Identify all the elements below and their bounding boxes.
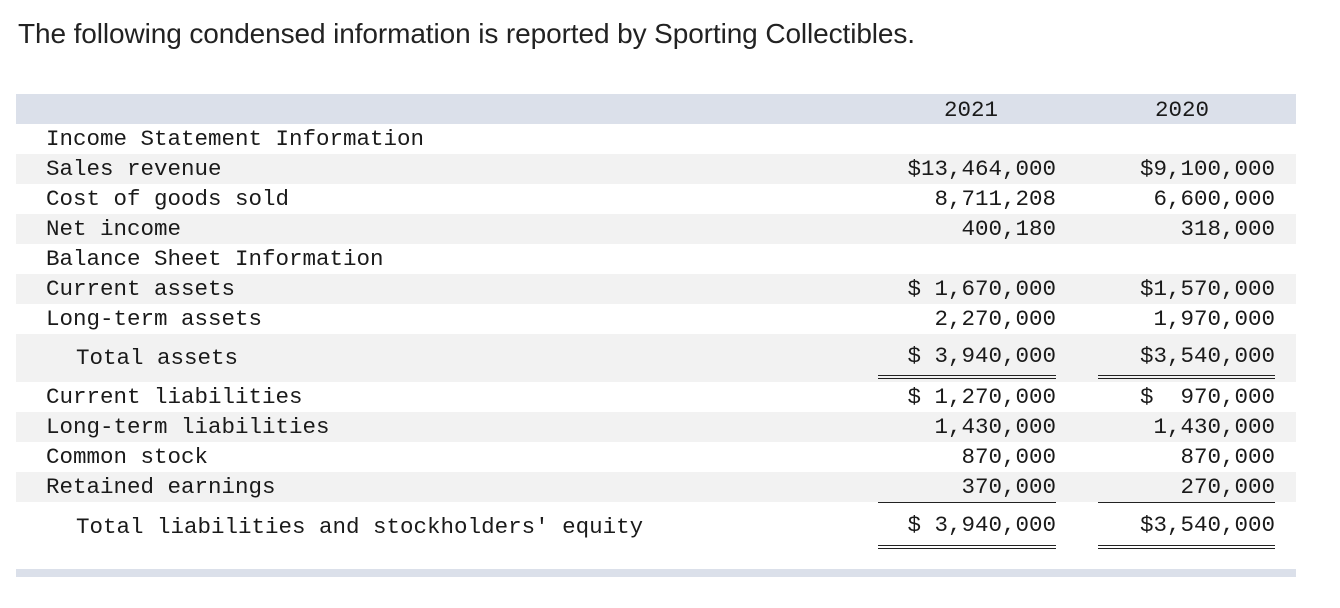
value-2020: 1,970,000 [1098, 304, 1275, 335]
row-label: Total assets [76, 345, 239, 371]
value-2021: 1,430,000 [934, 414, 1056, 440]
question-intro-text: The following condensed information is r… [18, 18, 915, 49]
row-label: Balance Sheet Information [46, 246, 384, 272]
table-row-total-assets: Total assets $ 3,940,000 $3,540,000 [16, 334, 1296, 382]
row-label: Sales revenue [46, 156, 222, 182]
table-row-net-income: Net income 400,180 318,000 [16, 214, 1296, 244]
value-2021: $13,464,000 [907, 156, 1056, 182]
row-label: Long-term assets [46, 306, 263, 332]
row-label: Total liabilities and stockholders' equi… [76, 514, 644, 540]
table-row-common-stock: Common stock 870,000 870,000 [16, 442, 1296, 472]
value-2021: 870,000 [961, 444, 1056, 470]
value-2020: $1,570,000 [1139, 276, 1275, 302]
value-2020: 318,000 [1180, 216, 1275, 242]
value-2020: 870,000 [1180, 444, 1275, 470]
value-2020: 270,000 [1098, 472, 1275, 503]
table-row-long-term-liabilities: Long-term liabilities 1,430,000 1,430,00… [16, 412, 1296, 442]
value-2021: 400,180 [961, 216, 1056, 242]
value-2020: 6,600,000 [1153, 186, 1275, 212]
section-heading-balance-sheet: Balance Sheet Information [16, 244, 1296, 274]
value-2020: $9,100,000 [1139, 156, 1275, 182]
value-2021: $ 3,940,000 [878, 505, 1056, 549]
value-2021: $ 1,670,000 [907, 276, 1056, 302]
table-row-current-liabilities: Current liabilities $ 1,270,000 $ 970,00… [16, 382, 1296, 412]
financial-data-table: 2021 2020 Income Statement Information S… [16, 94, 1296, 552]
row-label: Cost of goods sold [46, 186, 290, 212]
column-header-2021: 2021 [944, 97, 999, 123]
column-header-2020: 2020 [1155, 97, 1210, 123]
row-label: Income Statement Information [46, 126, 425, 152]
row-label: Long-term liabilities [46, 414, 330, 440]
value-2021: 8,711,208 [934, 186, 1056, 212]
value-2020: $ 970,000 [1139, 384, 1275, 410]
table-header: 2021 2020 [16, 94, 1296, 124]
table-footer-bar [16, 569, 1296, 577]
row-label: Common stock [46, 444, 209, 470]
section-heading-income-statement: Income Statement Information [16, 124, 1296, 154]
value-2020: $3,540,000 [1098, 505, 1275, 549]
row-label: Current liabilities [46, 384, 303, 410]
table-row-retained-earnings: Retained earnings 370,000 270,000 [16, 472, 1296, 503]
row-label: Retained earnings [46, 474, 276, 500]
table-row-sales-revenue: Sales revenue $13,464,000 $9,100,000 [16, 154, 1296, 184]
row-label: Net income [46, 216, 182, 242]
value-2021: $ 3,940,000 [878, 337, 1056, 379]
table-row-long-term-assets: Long-term assets 2,270,000 1,970,000 [16, 304, 1296, 335]
value-2020: 1,430,000 [1153, 414, 1275, 440]
value-2021: $ 1,270,000 [907, 384, 1056, 410]
table-row-current-assets: Current assets $ 1,670,000 $1,570,000 [16, 274, 1296, 304]
table-row-total-liabilities-equity: Total liabilities and stockholders' equi… [16, 502, 1296, 552]
value-2021: 2,270,000 [878, 304, 1056, 335]
value-2020: $3,540,000 [1098, 337, 1275, 379]
table-row-cost-of-goods-sold: Cost of goods sold 8,711,208 6,600,000 [16, 184, 1296, 214]
row-label: Current assets [46, 276, 236, 302]
value-2021: 370,000 [878, 472, 1056, 503]
